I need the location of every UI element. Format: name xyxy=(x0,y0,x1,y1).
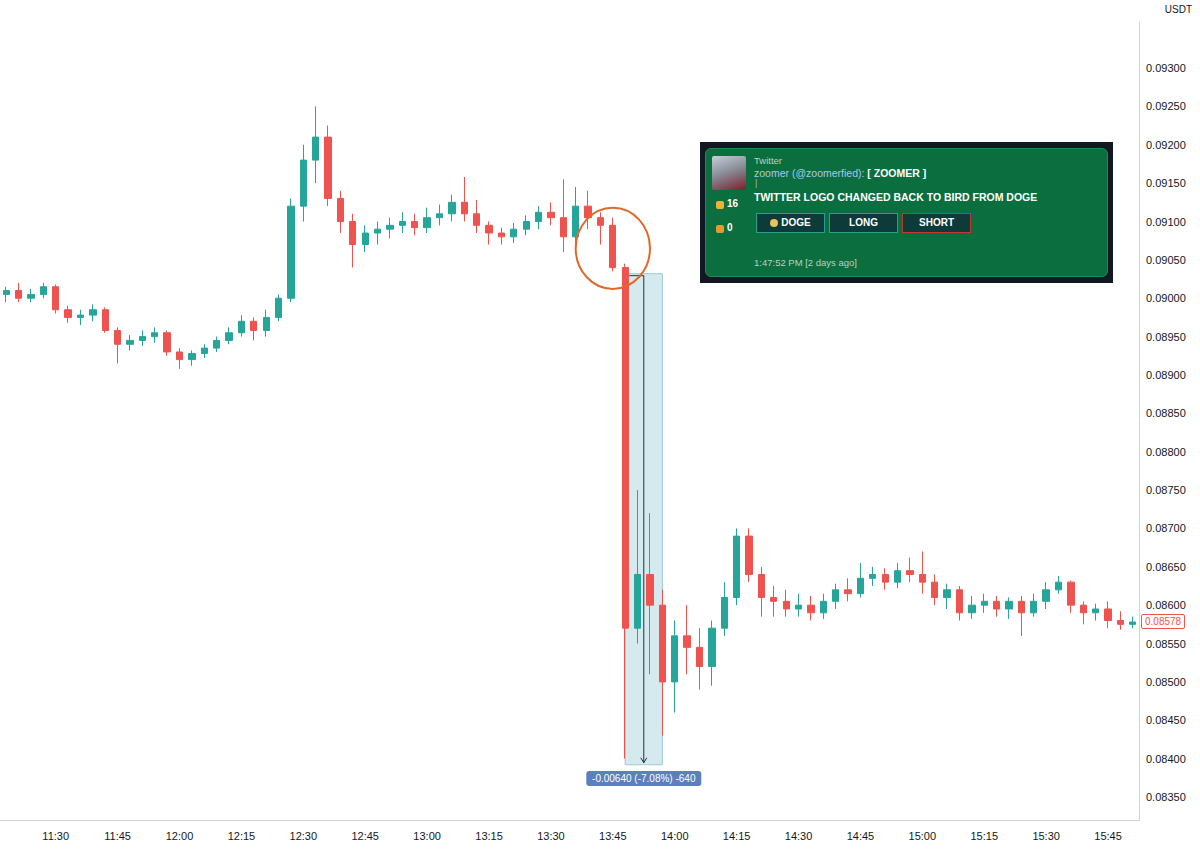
html-text:0.08578: 0.08578 xyxy=(1145,616,1182,627)
svg-text:0.08800: 0.08800 xyxy=(1146,446,1186,458)
svg-text:14:15: 14:15 xyxy=(723,830,751,842)
svg-text:15:30: 15:30 xyxy=(1032,830,1060,842)
svg-text:12:15: 12:15 xyxy=(228,830,256,842)
svg-text:0.08700: 0.08700 xyxy=(1146,522,1186,534)
svg-text:15:00: 15:00 xyxy=(909,830,937,842)
svg-text:13:30: 13:30 xyxy=(537,830,565,842)
svg-text:0.08450: 0.08450 xyxy=(1146,714,1186,726)
html-text:zoomer (@zoomerfied): [ ZOOMER: zoomer (@zoomerfied): [ ZOOMER ] xyxy=(754,167,927,179)
html-text:SHORT: SHORT xyxy=(919,217,954,228)
html-text:1:47:52 PM [2 days ago]: 1:47:52 PM [2 days ago] xyxy=(754,257,857,268)
svg-text:15:15: 15:15 xyxy=(970,830,998,842)
svg-text:0.08400: 0.08400 xyxy=(1146,753,1186,765)
svg-text:15:45: 15:45 xyxy=(1094,830,1122,842)
svg-text:12:00: 12:00 xyxy=(166,830,194,842)
html-text:USDT: USDT xyxy=(1164,4,1192,15)
svg-text:13:15: 13:15 xyxy=(475,830,503,842)
html-text:TWITTER LOGO CHANGED BACK TO B: TWITTER LOGO CHANGED BACK TO BIRD FROM D… xyxy=(754,191,1038,203)
html-text:-0.00640 (-7.08%) -640: -0.00640 (-7.08%) -640 xyxy=(592,772,696,784)
svg-text:0.08500: 0.08500 xyxy=(1146,676,1186,688)
svg-text:0.09300: 0.09300 xyxy=(1146,62,1186,74)
svg-text:0.09100: 0.09100 xyxy=(1146,216,1186,228)
svg-text:14:45: 14:45 xyxy=(847,830,875,842)
svg-text:0.08600: 0.08600 xyxy=(1146,599,1186,611)
svg-text:0.08350: 0.08350 xyxy=(1146,791,1186,803)
svg-text:14:00: 14:00 xyxy=(661,830,689,842)
svg-text:14:30: 14:30 xyxy=(785,830,813,842)
html-text:16: 16 xyxy=(727,198,739,209)
svg-text:11:30: 11:30 xyxy=(42,830,69,842)
html-text:Twitter: Twitter xyxy=(754,155,782,166)
html-text:LONG: LONG xyxy=(849,217,878,228)
svg-text:0.08850: 0.08850 xyxy=(1146,407,1186,419)
svg-text:0.08950: 0.08950 xyxy=(1146,331,1186,343)
svg-text:0.08900: 0.08900 xyxy=(1146,369,1186,381)
svg-text:12:45: 12:45 xyxy=(351,830,379,842)
svg-text:13:45: 13:45 xyxy=(599,830,627,842)
html-text:DOGE: DOGE xyxy=(781,217,811,228)
svg-text:0.09200: 0.09200 xyxy=(1146,139,1186,151)
svg-text:0.09250: 0.09250 xyxy=(1146,100,1186,112)
svg-text:0.09050: 0.09050 xyxy=(1146,254,1186,266)
svg-text:0.09000: 0.09000 xyxy=(1146,292,1186,304)
svg-text:0.09150: 0.09150 xyxy=(1146,177,1186,189)
html-text:0: 0 xyxy=(727,222,733,233)
svg-text:13:00: 13:00 xyxy=(413,830,441,842)
svg-text:11:45: 11:45 xyxy=(104,830,131,842)
svg-text:0.08550: 0.08550 xyxy=(1146,638,1186,650)
svg-text:0.08650: 0.08650 xyxy=(1146,561,1186,573)
svg-text:12:30: 12:30 xyxy=(290,830,318,842)
svg-text:0.08750: 0.08750 xyxy=(1146,484,1186,496)
